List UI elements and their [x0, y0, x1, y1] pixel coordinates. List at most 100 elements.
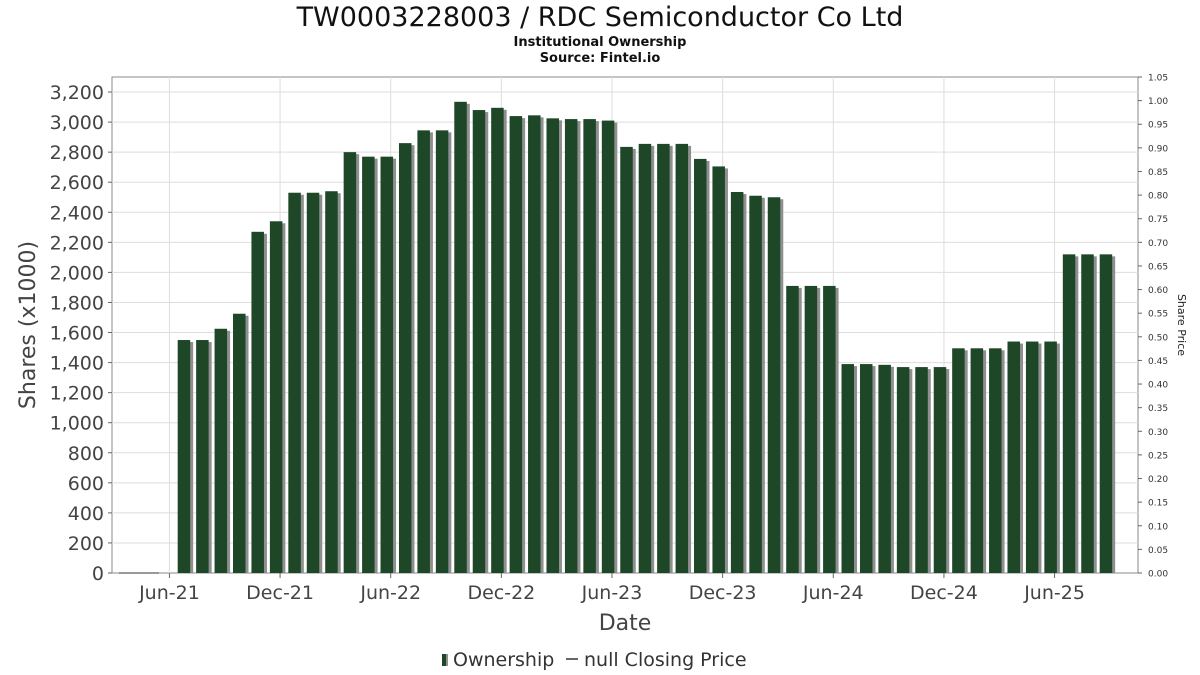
bar — [952, 348, 965, 573]
y-tick-label: 400 — [68, 503, 104, 525]
bar — [269, 221, 283, 574]
y-tick-label: 1,200 — [50, 383, 104, 405]
y2-tick-label: 0.10 — [1148, 522, 1168, 532]
y-tick-label: 3,000 — [50, 112, 104, 134]
bar — [251, 231, 264, 573]
legend-ownership-swatch-shadow — [446, 654, 448, 666]
bar — [841, 364, 855, 573]
y-tick-label: 2,000 — [50, 262, 104, 284]
bar — [177, 340, 191, 573]
bar — [196, 340, 209, 573]
x-tick-label: Jun-23 — [581, 582, 643, 604]
bar — [767, 197, 781, 573]
x-tick-label: Jun-22 — [359, 582, 421, 604]
bar — [989, 348, 1002, 573]
bar — [804, 285, 818, 573]
y-tick-label: 1,800 — [50, 292, 104, 314]
x-tick-label: Jun-24 — [802, 582, 864, 604]
y-tick-label: 3,200 — [50, 82, 104, 104]
y2-tick-label: 0.35 — [1148, 404, 1168, 414]
y2-tick-label: 0.90 — [1148, 144, 1168, 154]
bar — [435, 130, 449, 573]
y-tick-label: 1,000 — [50, 413, 104, 435]
bar — [657, 143, 670, 574]
bar — [325, 191, 338, 574]
y-tick-label: 0 — [92, 563, 104, 585]
chart-title: TW0003228003 / RDC Semiconductor Co Ltd — [296, 2, 904, 33]
bar — [1025, 341, 1039, 573]
y2-tick-label: 0.30 — [1148, 428, 1168, 438]
y-tick-label: 2,600 — [50, 172, 104, 194]
y2-tick-label: 0.65 — [1148, 262, 1168, 272]
y2-tick-label: 0.05 — [1148, 546, 1168, 556]
y2-tick-label: 0.00 — [1148, 570, 1168, 580]
bar — [343, 152, 357, 573]
y2-tick-label: 0.40 — [1148, 381, 1168, 391]
bar — [694, 158, 707, 573]
y2-tick-label: 0.85 — [1148, 168, 1168, 178]
legend-ownership-swatch — [442, 654, 446, 666]
y-tick-label: 800 — [68, 443, 104, 465]
bar — [859, 364, 873, 573]
x-tick-label: Jun-25 — [1023, 582, 1085, 604]
bar — [288, 192, 301, 573]
bar — [564, 119, 578, 574]
y2-tick-label: 1.00 — [1148, 97, 1168, 107]
bar — [749, 195, 762, 574]
bar — [896, 367, 910, 573]
y-tick-label: 600 — [68, 473, 104, 495]
bar — [1081, 254, 1094, 573]
y-tick-label: 2,200 — [50, 232, 104, 254]
y-tick-label: 200 — [68, 533, 104, 555]
bar — [306, 192, 320, 573]
bar — [509, 116, 523, 573]
bar — [1007, 341, 1020, 573]
bar — [233, 313, 246, 573]
bar — [1044, 341, 1057, 573]
legend-ownership-label: Ownership — [453, 649, 554, 671]
bar — [712, 166, 725, 573]
bar — [472, 110, 486, 574]
bar — [398, 143, 412, 573]
y2-tick-label: 0.25 — [1148, 451, 1168, 461]
bar — [362, 156, 375, 574]
y-tick-label: 1,400 — [50, 353, 104, 375]
bar — [730, 191, 744, 573]
bar — [528, 115, 541, 573]
bar — [1099, 254, 1113, 573]
x-tick-label: Jun-21 — [138, 582, 200, 604]
x-tick-label: Dec-22 — [467, 582, 535, 604]
y-tick-label: 2,400 — [50, 202, 104, 224]
bar — [546, 118, 559, 573]
bar — [601, 120, 615, 573]
y2-tick-label: 0.75 — [1148, 215, 1168, 225]
x-tick-label: Dec-23 — [689, 582, 757, 604]
bar — [454, 101, 467, 574]
y2-tick-label: 0.50 — [1148, 333, 1168, 343]
y-axis-title: Shares (x1000) — [16, 241, 41, 409]
bar — [620, 146, 633, 573]
legend-price-label: null Closing Price — [584, 649, 747, 671]
y2-tick-label: 0.55 — [1148, 310, 1168, 320]
x-tick-label: Dec-21 — [246, 582, 314, 604]
bar — [970, 348, 984, 573]
bar — [417, 130, 430, 573]
bar — [786, 285, 799, 573]
y2-tick-label: 0.20 — [1148, 475, 1168, 485]
bar — [214, 328, 228, 573]
chart-source: Source: Fintel.io — [539, 51, 661, 66]
y2-tick-label: 1.05 — [1148, 74, 1168, 84]
y2-tick-label: 0.15 — [1148, 499, 1168, 509]
bar — [380, 156, 394, 574]
y2-tick-label: 0.80 — [1148, 192, 1168, 202]
bar — [638, 143, 652, 574]
y-tick-label: 1,600 — [50, 323, 104, 345]
bar — [823, 285, 836, 573]
y2-tick-label: 0.95 — [1148, 121, 1168, 131]
y2-tick-label: 0.70 — [1148, 239, 1168, 249]
y2-tick-label: 0.45 — [1148, 357, 1168, 367]
bar — [491, 107, 504, 573]
x-axis-title: Date — [599, 611, 652, 636]
